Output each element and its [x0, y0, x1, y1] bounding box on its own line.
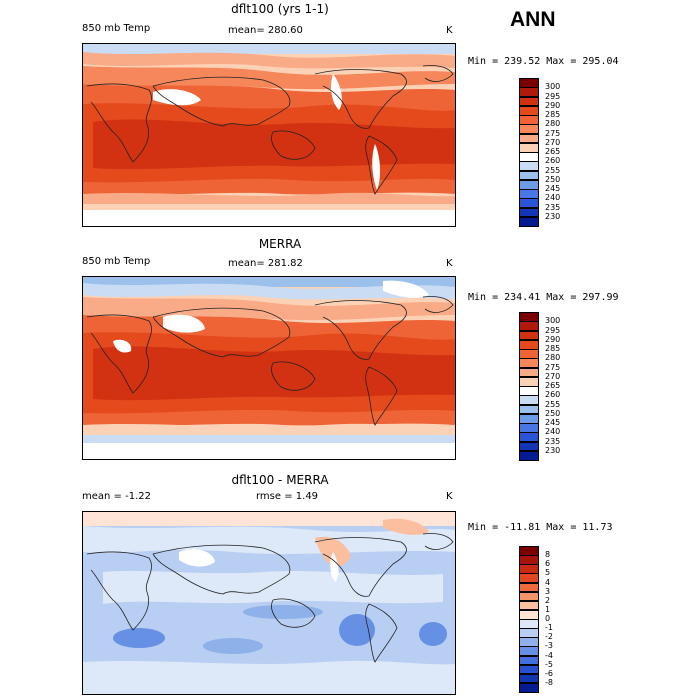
colorbar-tick-label: -6: [545, 668, 553, 678]
panel-2-colorbar: 300 295 290 285 280 275 270 265 260 255 250 245 240 2…: [519, 312, 579, 461]
panel-1-map: [82, 43, 456, 227]
colorbar-tick-label: 245: [545, 184, 561, 193]
panel-2-variable: 850 mb Temp: [82, 256, 151, 267]
colorbar-tick-label: 255: [545, 165, 561, 175]
panel-1-colorbar: 300 295 290 285 280 275 270 265 260 255 250 245 240 2…: [519, 78, 579, 227]
colorbar-tick-label: 285: [545, 344, 561, 353]
colorbar-tick-label: 270: [545, 137, 561, 147]
panel-2-contour-plot: [83, 277, 455, 459]
colorbar-tick-label: 240: [545, 427, 561, 437]
colorbar-tick-label: 295: [545, 325, 561, 335]
panel-1-minmax: Min = 239.52 Max = 295.04: [468, 56, 619, 67]
colorbar-tick-label: 260: [545, 156, 561, 166]
colorbar-swatch: [519, 682, 539, 693]
colorbar-tick-label: 235: [545, 436, 561, 446]
panel-1-title: dflt100 (yrs 1-1): [231, 2, 329, 16]
panel-3-rmse: rmse = 1.49: [256, 491, 319, 502]
colorbar-tick-label: 280: [545, 119, 561, 129]
colorbar-tick-label: 300: [545, 82, 561, 92]
colorbar-tick-label: 0: [545, 614, 551, 623]
colorbar-tick-label: 300: [545, 316, 561, 326]
panel-2-units: K: [446, 258, 453, 269]
colorbar-tick-label: 230: [545, 211, 561, 221]
panel-1-mean: mean= 280.60: [228, 25, 303, 36]
colorbar-tick-label: 265: [545, 381, 561, 390]
panel-1-variable: 850 mb Temp: [82, 23, 151, 34]
panel-2-map: [82, 276, 456, 460]
colorbar-tick-label: 5: [545, 568, 551, 578]
panel-2-mean: mean= 281.82: [228, 258, 303, 269]
colorbar-tick-label: -2: [545, 632, 553, 642]
colorbar-tick-label: 250: [545, 408, 561, 418]
panel-3-minmax: Min = -11.81 Max = 11.73: [468, 522, 613, 533]
colorbar-tick-label: 250: [545, 174, 561, 184]
colorbar-tick-label: 4: [545, 577, 551, 587]
panel-1-contour-plot: [83, 44, 455, 226]
colorbar-tick-label: 1: [545, 604, 551, 614]
colorbar-tick-label: 290: [545, 100, 561, 110]
colorbar-tick-label: 270: [545, 371, 561, 381]
panel-2-title: MERRA: [258, 237, 302, 251]
colorbar-tick-label: 240: [545, 193, 561, 203]
panel-3-contour-plot: [83, 512, 455, 694]
colorbar-tick-label: 230: [545, 445, 561, 455]
panel-3-map: [82, 511, 456, 695]
colorbar-tick-label: 290: [545, 334, 561, 344]
panel-3-mean: mean = -1.22: [82, 491, 151, 502]
colorbar-tick-label: -5: [545, 659, 553, 669]
panel-1-units: K: [446, 25, 453, 36]
panel-3-colorbar: 8 6 5 4 3 2 1 0 -1 -2 -3 -4 -5 -6 -8: [519, 546, 579, 693]
colorbar-tick-label: 235: [545, 202, 561, 212]
colorbar-tick-label: 260: [545, 390, 561, 400]
colorbar-tick-label: 295: [545, 91, 561, 101]
colorbar-tick-label: 275: [545, 362, 561, 372]
colorbar-tick-label: -1: [545, 623, 553, 633]
colorbar-tick-label: 275: [545, 128, 561, 138]
colorbar-tick-label: 265: [545, 147, 561, 156]
colorbar-tick-label: 6: [545, 559, 551, 569]
colorbar-swatch: [519, 216, 539, 227]
colorbar-tick-label: 2: [545, 595, 551, 605]
colorbar-tick-label: -8: [545, 677, 553, 687]
colorbar-tick-label: 285: [545, 110, 561, 119]
colorbar-swatch: [519, 450, 539, 461]
season-label: ANN: [510, 8, 556, 31]
colorbar-tick-label: -4: [545, 650, 553, 660]
colorbar-tick-label: 8: [545, 550, 551, 560]
colorbar-tick-label: 255: [545, 399, 561, 409]
colorbar-tick-label: -3: [545, 641, 553, 651]
panel-3-units: K: [446, 491, 453, 502]
colorbar-tick-label: 280: [545, 353, 561, 363]
panel-2-minmax: Min = 234.41 Max = 297.99: [468, 292, 619, 303]
colorbar-tick-label: 3: [545, 586, 551, 596]
colorbar-tick-label: 245: [545, 418, 561, 427]
panel-3-title: dflt100 - MERRA: [231, 473, 329, 487]
